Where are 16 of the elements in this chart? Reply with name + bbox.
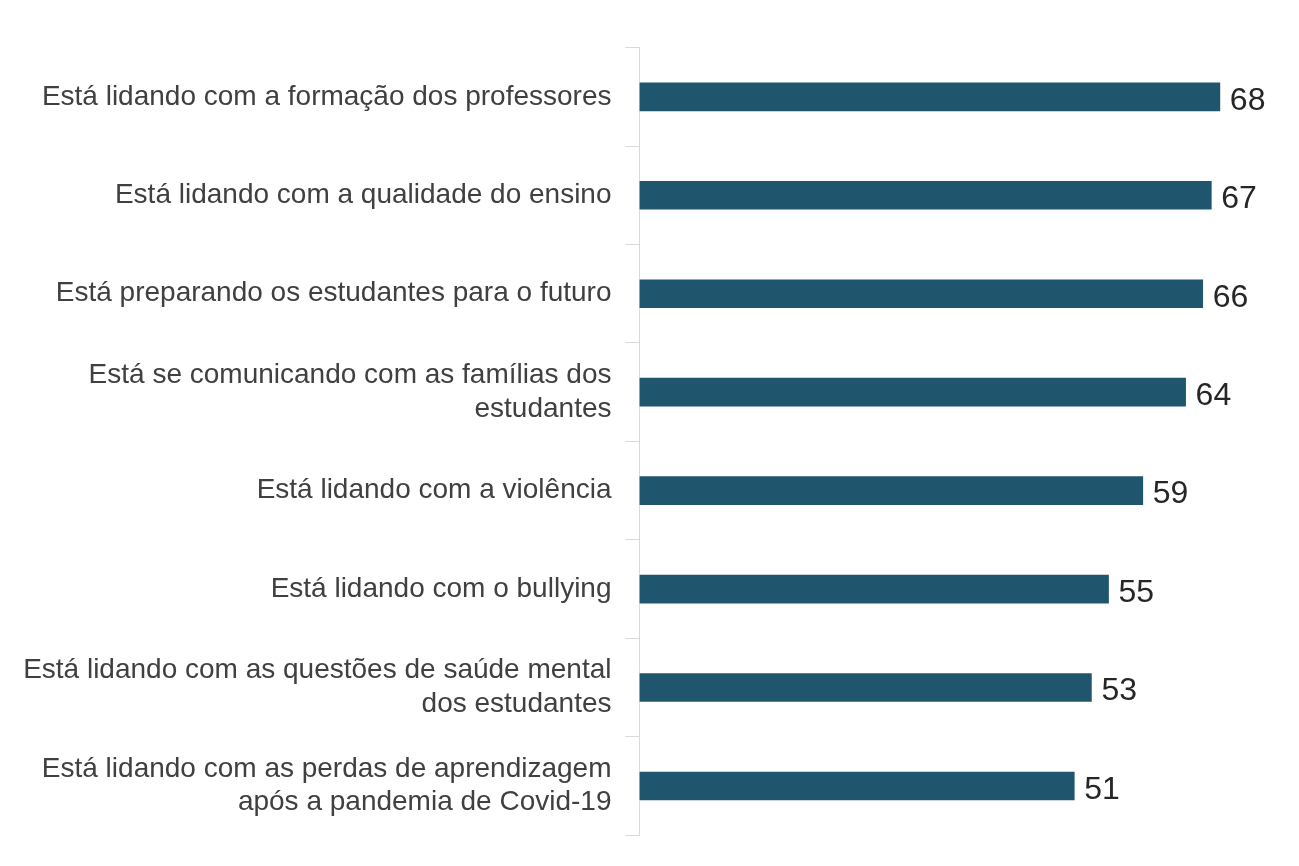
data-label: 51 bbox=[1084, 769, 1120, 806]
y-tick-label: Está lidando com as questões de saúde mental dos estudantes bbox=[23, 653, 612, 719]
data-label: 59 bbox=[1152, 474, 1189, 511]
y-tick-label: Está lidando com a violência bbox=[256, 473, 612, 505]
y-tick-label: Está se comunicando com as famílias dos estudantes bbox=[88, 358, 612, 423]
data-label: 53 bbox=[1101, 671, 1137, 708]
y-tick-label: Está lidando com a qualidade do ensino bbox=[114, 177, 612, 209]
data-label: 67 bbox=[1221, 179, 1257, 216]
data-label: 68 bbox=[1229, 80, 1266, 117]
y-tick-label: Está lidando com as perdas de aprendizagem após a pandemia de Covid-19 bbox=[41, 751, 612, 817]
y-tick-label: Está lidando com a formação dos professores bbox=[41, 79, 612, 111]
y-tick-label: Está preparando os estudantes para o futuro bbox=[55, 276, 612, 308]
data-label: 64 bbox=[1195, 376, 1232, 412]
y-tick-label: Está lidando com o bullying bbox=[270, 571, 612, 603]
data-label: 66 bbox=[1212, 277, 1249, 314]
data-label: 55 bbox=[1118, 572, 1155, 609]
